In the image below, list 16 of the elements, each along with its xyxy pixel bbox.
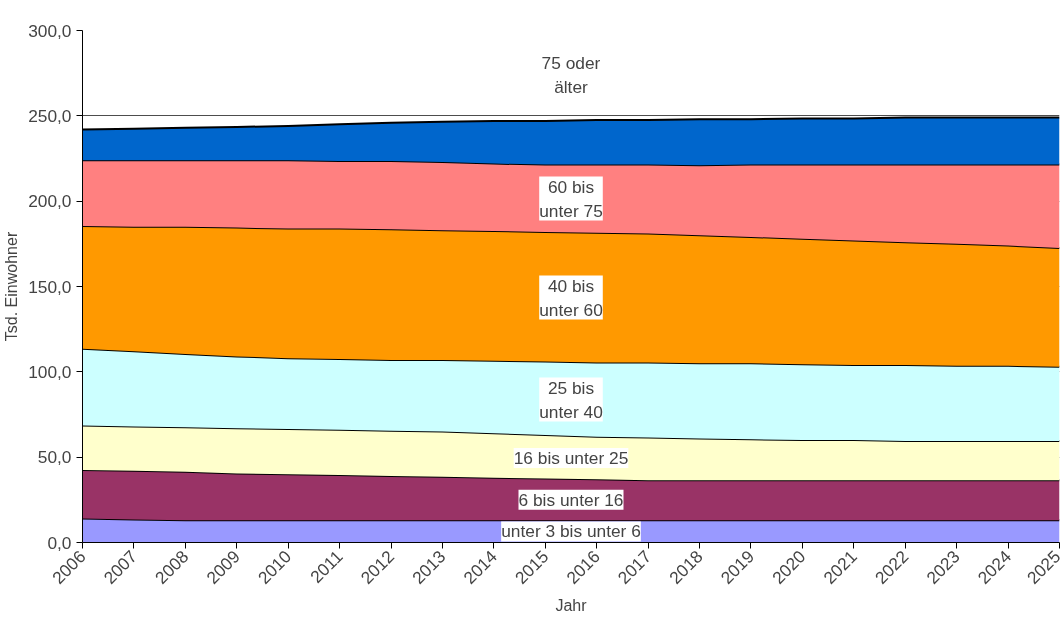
series-label: 60 bis unter 75 [539,176,603,221]
y-tick-label: 0,0 [47,532,72,553]
series-label: 6 bis unter 16 [518,489,624,510]
y-tick-label: 250,0 [28,105,72,126]
y-axis-title: Tsd. Einwohner [3,231,21,342]
series-label: unter 3 bis unter 6 [501,521,641,542]
y-tick-label: 50,0 [37,447,72,468]
y-tick-label: 300,0 [28,20,72,41]
y-tick-label: 100,0 [28,361,72,382]
x-axis-title: Jahr [555,597,588,615]
series-label: 40 bis unter 60 [539,275,603,320]
series-label: 25 bis unter 40 [539,377,603,422]
series-label: 75 oder älter [541,53,601,98]
y-tick-label: 200,0 [28,191,72,212]
y-tick-label: 150,0 [28,276,72,297]
series-label: 16 bis unter 25 [513,448,629,469]
